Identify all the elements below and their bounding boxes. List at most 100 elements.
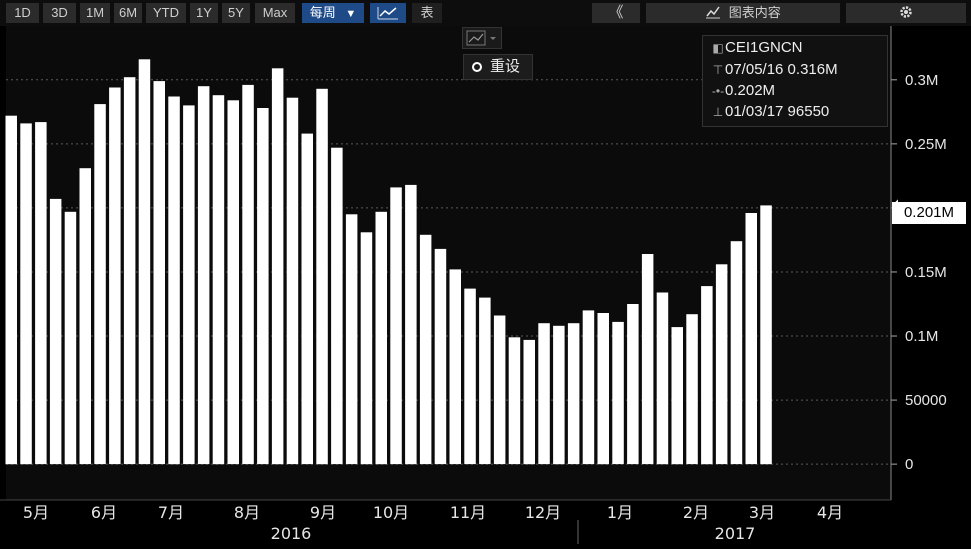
chart-bar xyxy=(730,241,743,465)
legend-low: ⊥ 01/03/17 96550 xyxy=(711,102,830,122)
table-button[interactable]: 表 xyxy=(412,3,442,23)
chart-bar xyxy=(508,337,521,465)
current-value-label: 0.201M xyxy=(903,204,955,221)
range-button-5y[interactable]: 5Y xyxy=(222,3,250,23)
chart-bar xyxy=(464,288,476,465)
legend-series: ◧CEI1GNCN xyxy=(711,38,803,58)
chart-bar xyxy=(686,314,698,465)
chart-bar xyxy=(79,168,91,465)
y-tick-label: 0.15M xyxy=(905,264,947,281)
last-marker-icon: -•- xyxy=(711,84,725,98)
range-button-6m[interactable]: 6M xyxy=(114,3,142,23)
chart-bar xyxy=(479,297,491,465)
line-chart-icon xyxy=(377,7,398,20)
chart-bar xyxy=(109,87,121,465)
chart-bar xyxy=(242,84,254,465)
chart-bar xyxy=(715,264,728,465)
x-year-label: 2017 xyxy=(715,524,756,543)
table-label: 表 xyxy=(420,5,434,20)
chart-bar xyxy=(227,100,239,465)
x-month-label: 7月 xyxy=(158,503,184,522)
line-chart-button[interactable] xyxy=(370,3,406,23)
legend-high-value: 07/05/16 0.316M xyxy=(725,61,838,78)
chart-bar xyxy=(612,321,624,465)
frequency-dropdown[interactable]: 每周 ▼ xyxy=(302,3,364,23)
range-button-max[interactable]: Max xyxy=(255,3,295,23)
chart-bar xyxy=(493,315,506,465)
chart-bar xyxy=(671,327,683,465)
range-button-1y[interactable]: 1Y xyxy=(190,3,218,23)
x-month-label: 4月 xyxy=(817,503,843,522)
x-month-label: 1月 xyxy=(607,503,633,522)
chart-bar xyxy=(745,213,757,465)
range-button-3d[interactable]: 3D xyxy=(43,3,76,23)
chart-contents-icon xyxy=(706,6,721,19)
chart-bar xyxy=(375,211,387,465)
legend: ◧CEI1GNCN ⊤ 07/05/16 0.316M -•-0.202M ⊥ 01… xyxy=(702,35,888,127)
chart-bar xyxy=(345,214,358,465)
chart-bar xyxy=(212,95,225,465)
frequency-label: 每周 xyxy=(309,5,336,20)
chart-bar xyxy=(567,323,580,465)
x-month-label: 3月 xyxy=(749,503,775,522)
legend-last: -•-0.202M xyxy=(711,81,775,101)
chart-bar xyxy=(35,122,47,465)
x-month-label: 5月 xyxy=(23,503,49,522)
chart-bar xyxy=(331,147,343,465)
chart-bar xyxy=(760,205,772,465)
chart-contents-button[interactable]: 图表内容 xyxy=(646,3,840,23)
chart-bar xyxy=(641,254,654,465)
chart-bar xyxy=(538,323,550,465)
chart-bar xyxy=(390,187,402,465)
chart-bar xyxy=(5,115,17,465)
legend-last-value: 0.202M xyxy=(725,82,776,99)
chart-bar xyxy=(64,211,77,465)
legend-swatch-icon: ◧ xyxy=(712,41,724,55)
range-button-1m[interactable]: 1M xyxy=(80,3,110,23)
chart-bar xyxy=(20,123,32,465)
chart-bar xyxy=(153,81,165,465)
range-button-ytd[interactable]: YTD xyxy=(146,3,186,23)
reset-button[interactable]: 重设 xyxy=(463,54,533,80)
y-tick-label: 0.1M xyxy=(905,328,938,345)
chart-bar xyxy=(271,68,284,465)
reset-icon xyxy=(472,62,482,72)
chart-contents-label: 图表内容 xyxy=(728,5,781,20)
x-axis-strip xyxy=(0,500,971,544)
y-tick-label: 0 xyxy=(905,456,913,473)
range-button-1d[interactable]: 1D xyxy=(6,3,39,23)
collapse-button[interactable]: 《 xyxy=(592,3,640,23)
chart-bar xyxy=(523,339,535,465)
chart-bar xyxy=(434,248,447,465)
x-month-label: 6月 xyxy=(91,503,117,522)
chart-bar xyxy=(123,77,136,465)
x-month-label: 12月 xyxy=(525,503,561,522)
chart-bar xyxy=(627,304,639,465)
legend-low-value: 01/03/17 96550 xyxy=(725,103,830,120)
chart-bar xyxy=(257,108,269,465)
chart-bar xyxy=(183,105,195,465)
chart-bar xyxy=(168,96,180,465)
chart-bar xyxy=(419,234,432,465)
chart-bar xyxy=(597,313,609,465)
high-marker-icon: ⊤ xyxy=(712,63,724,77)
y-tick-label: 0.25M xyxy=(905,136,947,153)
chart-bar xyxy=(301,133,313,465)
reset-label: 重设 xyxy=(490,58,521,75)
gear-icon xyxy=(900,6,912,18)
line-chart-icon xyxy=(466,30,496,46)
chart-bar xyxy=(553,325,565,465)
chart-bar xyxy=(138,59,151,465)
current-value-tag: 0.201M xyxy=(892,202,966,224)
chevron-down-icon: ▼ xyxy=(345,8,357,20)
chart-type-dropdown[interactable] xyxy=(462,27,502,49)
low-marker-icon: ⊥ xyxy=(712,105,724,119)
chart-bar xyxy=(360,232,373,465)
chart-bar xyxy=(582,310,595,465)
legend-ticker: CEI1GNCN xyxy=(725,39,803,56)
settings-button[interactable] xyxy=(846,3,966,23)
x-month-label: 2月 xyxy=(683,503,709,522)
y-tick-label: 50000 xyxy=(905,392,947,409)
chart-bar xyxy=(94,104,106,465)
chart-bar xyxy=(405,184,417,465)
